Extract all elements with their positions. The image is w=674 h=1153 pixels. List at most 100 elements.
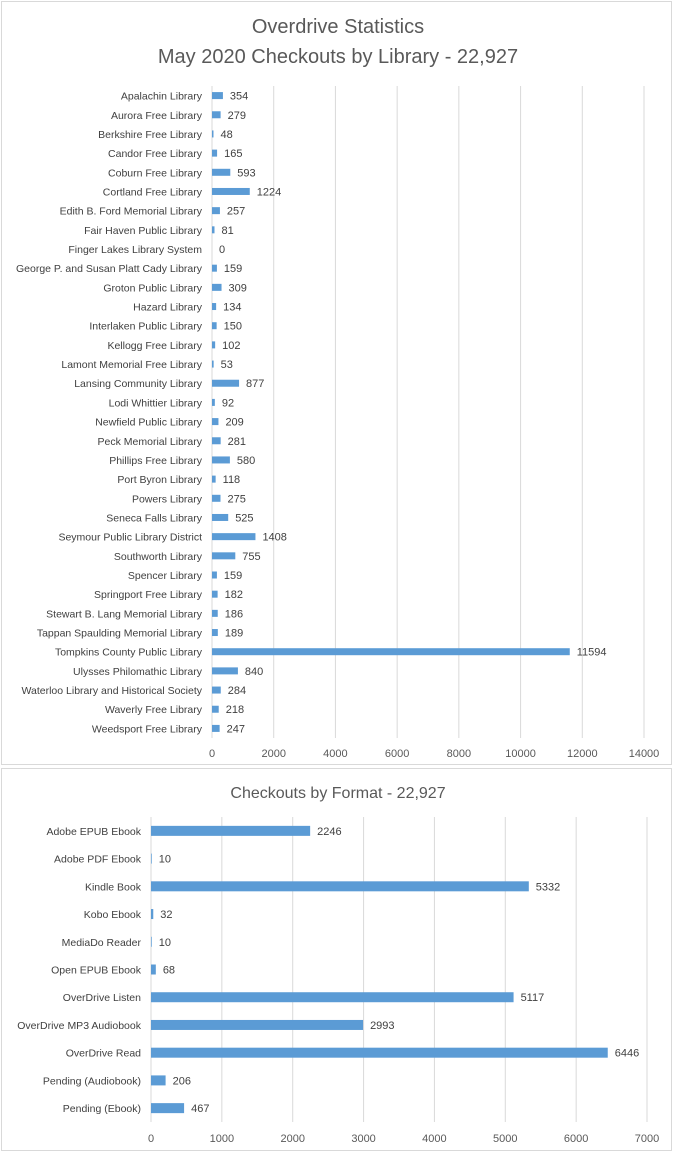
library-bar xyxy=(212,92,223,100)
format-chart-panel: Checkouts by Format - 22,927 0 1000 2000 30… xyxy=(1,768,672,1151)
library-category-label: Seneca Falls Library xyxy=(106,512,202,524)
library-bar xyxy=(212,283,222,291)
library-value-label: 218 xyxy=(226,704,244,716)
library-bar xyxy=(212,418,219,426)
library-value-label: 593 xyxy=(237,167,255,179)
format-category-label: Adobe PDF Ebook xyxy=(54,854,142,866)
library-value-label: 159 xyxy=(224,570,242,582)
library-bar xyxy=(212,609,218,617)
library-category-label: Stewart B. Lang Memorial Library xyxy=(46,608,203,620)
library-value-label: 150 xyxy=(224,321,242,333)
format-category-label: OverDrive Read xyxy=(66,1048,141,1060)
format-category-label: Adobe EPUB Ebook xyxy=(46,826,141,838)
library-x-tick-label: 0 xyxy=(209,748,215,760)
format-bar xyxy=(151,1103,185,1114)
format-category-label: Pending (Audiobook) xyxy=(43,1075,141,1087)
library-category-label: George P. and Susan Platt Cady Library xyxy=(16,263,203,275)
library-category-label: Hazard Library xyxy=(133,302,203,314)
library-value-label: 182 xyxy=(225,589,243,601)
format-category-label: Kobo Ebook xyxy=(84,909,142,921)
library-category-label: Springport Free Library xyxy=(94,589,203,601)
library-value-label: 92 xyxy=(222,397,234,409)
format-x-tick-label: 2000 xyxy=(280,1133,304,1145)
format-x-tick-label: 1000 xyxy=(210,1133,234,1145)
format-bar xyxy=(151,936,152,947)
library-bar xyxy=(212,475,216,483)
library-value-label: 580 xyxy=(237,455,255,467)
library-bar xyxy=(212,705,219,713)
library-value-label: 525 xyxy=(235,512,253,524)
library-value-label: 840 xyxy=(245,666,263,678)
library-category-label: Tompkins County Public Library xyxy=(55,647,203,659)
format-value-label: 467 xyxy=(191,1103,209,1115)
library-bar xyxy=(212,552,236,560)
format-category-label: MediaDo Reader xyxy=(62,937,142,949)
library-bar xyxy=(212,360,214,368)
library-category-label: Kellogg Free Library xyxy=(107,340,202,352)
format-category-label: Pending (Ebook) xyxy=(63,1103,141,1115)
library-x-tick-label: 12000 xyxy=(567,748,598,760)
library-category-label: Candor Free Library xyxy=(108,148,203,160)
library-chart-panel: Overdrive Statistics May 2020 Checkouts … xyxy=(1,1,672,765)
library-value-label: 284 xyxy=(228,685,246,697)
library-category-label: Seymour Public Library District xyxy=(58,532,202,544)
library-category-label: Southworth Library xyxy=(114,551,203,563)
library-value-label: 877 xyxy=(246,378,264,390)
library-category-label: Phillips Free Library xyxy=(109,455,203,467)
library-category-label: Apalachin Library xyxy=(121,91,203,103)
library-value-label: 209 xyxy=(225,417,243,429)
format-bar xyxy=(151,964,156,975)
format-value-label: 10 xyxy=(159,937,171,949)
library-category-label: Weedsport Free Library xyxy=(92,723,203,735)
library-bar xyxy=(212,149,218,157)
library-value-label: 186 xyxy=(225,608,243,620)
library-category-label: Spencer Library xyxy=(128,570,203,582)
library-bar xyxy=(212,724,220,732)
library-bar xyxy=(212,437,221,445)
library-x-tick-label: 4000 xyxy=(323,748,347,760)
library-x-tick-label: 8000 xyxy=(447,748,471,760)
library-bar xyxy=(212,571,217,579)
library-value-label: 11594 xyxy=(577,647,607,659)
library-bar xyxy=(212,207,220,215)
library-value-label: 247 xyxy=(227,723,245,735)
format-chart-title: Checkouts by Format - 22,927 xyxy=(230,785,445,802)
library-category-label: Waterloo Library and Historical Society xyxy=(21,685,202,697)
library-category-label: Powers Library xyxy=(132,493,203,505)
library-category-label: Lansing Community Library xyxy=(74,378,203,390)
library-value-label: 81 xyxy=(221,225,233,237)
format-value-label: 2246 xyxy=(317,826,341,838)
format-x-tick-label: 0 xyxy=(148,1133,154,1145)
library-value-label: 257 xyxy=(227,206,245,218)
library-chart: Overdrive Statistics May 2020 Checkouts … xyxy=(16,16,659,760)
library-category-label: Finger Lakes Library System xyxy=(68,244,202,256)
library-x-tick-label: 10000 xyxy=(505,748,536,760)
format-bar xyxy=(151,881,529,892)
library-bar xyxy=(212,533,256,541)
library-bar xyxy=(212,264,217,272)
library-bar xyxy=(212,168,231,176)
format-value-label: 2993 xyxy=(370,1020,394,1032)
library-category-label: Waverly Free Library xyxy=(105,704,203,716)
library-category-label: Groton Public Library xyxy=(103,282,202,294)
library-x-tick-label: 6000 xyxy=(385,748,409,760)
format-value-label: 68 xyxy=(163,965,175,977)
library-bar xyxy=(212,686,221,694)
library-category-label: Cortland Free Library xyxy=(103,186,203,198)
format-value-label: 32 xyxy=(160,909,172,921)
library-bar xyxy=(212,629,218,637)
library-bar xyxy=(212,648,570,656)
library-bar xyxy=(212,187,250,195)
library-category-label: Tappan Spaulding Memorial Library xyxy=(37,628,203,640)
library-value-label: 1224 xyxy=(257,186,281,198)
library-value-label: 134 xyxy=(223,302,241,314)
format-bar xyxy=(151,853,152,864)
library-category-label: Fair Haven Public Library xyxy=(84,225,203,237)
library-category-label: Berkshire Free Library xyxy=(98,129,203,141)
library-bar xyxy=(212,398,215,406)
format-bar xyxy=(151,825,311,836)
library-category-label: Port Byron Library xyxy=(117,474,202,486)
library-category-label: Lodi Whittier Library xyxy=(109,397,203,409)
format-category-label: OverDrive MP3 Audiobook xyxy=(17,1020,141,1032)
library-value-label: 755 xyxy=(242,551,260,563)
